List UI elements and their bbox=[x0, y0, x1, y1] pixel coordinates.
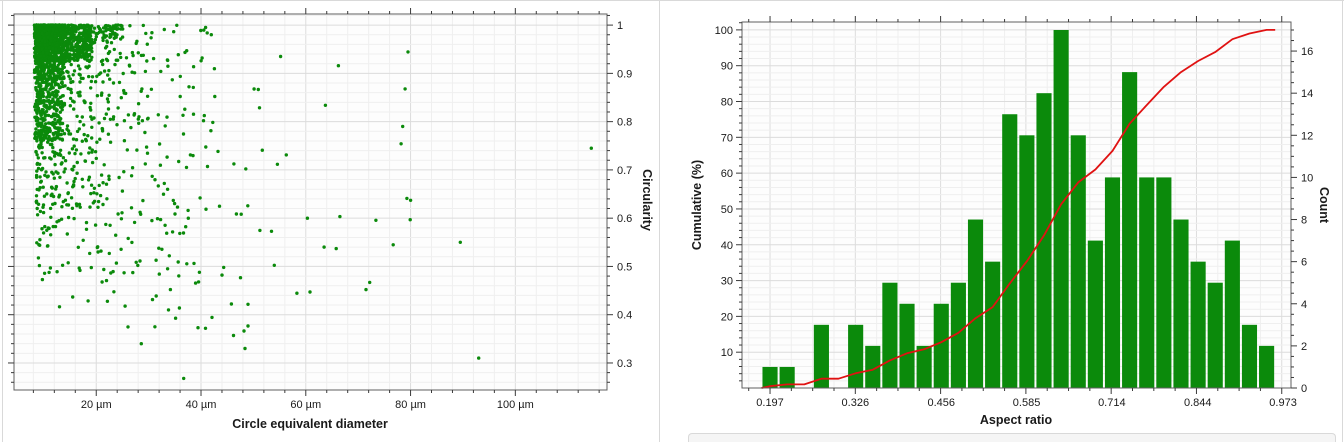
svg-text:10: 10 bbox=[1301, 172, 1313, 184]
svg-text:80 µm: 80 µm bbox=[395, 399, 426, 411]
svg-text:100: 100 bbox=[715, 25, 733, 37]
scatter-ticks bbox=[8, 8, 613, 396]
histogram-right-y-axis-title: Count bbox=[1317, 186, 1331, 224]
histogram-chart-panel: 0.197 0.326 0.456 0.585 0.714 0.844 0.973 10 20 3… bbox=[672, 0, 1344, 442]
svg-text:70: 70 bbox=[721, 132, 733, 144]
scatter-points bbox=[32, 23, 593, 381]
svg-text:0.9: 0.9 bbox=[617, 68, 632, 80]
histogram-plot-canvas[interactable]: 0.197 0.326 0.456 0.585 0.714 0.844 0.97310203… bbox=[672, 0, 1344, 442]
svg-text:20 µm: 20 µm bbox=[81, 399, 112, 411]
svg-text:2: 2 bbox=[1301, 341, 1307, 353]
svg-text:100 µm: 100 µm bbox=[497, 399, 534, 411]
scatter-plot-canvas[interactable]: 20 µm 40 µm 60 µm 80 µm 100 µm 1 0.9 0.8 0.7 0.6 0… bbox=[0, 0, 672, 442]
svg-text:20: 20 bbox=[721, 311, 733, 323]
scatter-y-axis-title: Circularity bbox=[640, 169, 654, 231]
scatter-gridlines bbox=[14, 14, 607, 390]
svg-text:60 µm: 60 µm bbox=[290, 399, 321, 411]
scatter-x-axis-title: Circle equivalent diameter bbox=[232, 417, 388, 431]
svg-text:50: 50 bbox=[721, 204, 733, 216]
svg-text:0.6: 0.6 bbox=[617, 213, 632, 225]
panel-separator bbox=[659, 0, 660, 442]
svg-text:0: 0 bbox=[1301, 383, 1307, 395]
svg-text:10: 10 bbox=[721, 347, 733, 359]
svg-text:40 µm: 40 µm bbox=[186, 399, 217, 411]
svg-text:40: 40 bbox=[721, 240, 733, 252]
svg-text:1: 1 bbox=[617, 20, 623, 32]
svg-text:0.4: 0.4 bbox=[617, 310, 632, 322]
svg-text:0.197: 0.197 bbox=[756, 397, 784, 409]
top-edge-border bbox=[0, 0, 1344, 1]
svg-text:30: 30 bbox=[721, 276, 733, 288]
svg-text:0.973: 0.973 bbox=[1269, 397, 1297, 409]
histogram-left-y-axis-title: Cumulative (%) bbox=[690, 159, 704, 251]
histogram-ticks bbox=[736, 16, 1297, 394]
svg-text:0.326: 0.326 bbox=[842, 397, 870, 409]
svg-text:0.714: 0.714 bbox=[1098, 397, 1126, 409]
svg-text:0.456: 0.456 bbox=[927, 397, 955, 409]
svg-text:12: 12 bbox=[1301, 130, 1313, 142]
cumulative-line bbox=[761, 28, 1276, 389]
svg-text:0.8: 0.8 bbox=[617, 117, 632, 129]
right-edge-border bbox=[1342, 0, 1343, 442]
svg-text:0.7: 0.7 bbox=[617, 165, 632, 177]
svg-text:0.844: 0.844 bbox=[1184, 397, 1212, 409]
svg-text:14: 14 bbox=[1301, 88, 1313, 100]
svg-text:80: 80 bbox=[721, 97, 733, 109]
svg-text:0.3: 0.3 bbox=[617, 358, 632, 370]
scatter-chart-panel: 20 µm 40 µm 60 µm 80 µm 100 µm 1 0.9 0.8 0.7 0.6 0… bbox=[0, 0, 672, 442]
svg-text:4: 4 bbox=[1301, 299, 1307, 311]
svg-text:90: 90 bbox=[721, 61, 733, 73]
histogram-bars bbox=[762, 30, 1275, 389]
histogram-x-axis-title: Aspect ratio bbox=[979, 413, 1053, 427]
svg-text:8: 8 bbox=[1301, 215, 1307, 227]
svg-text:16: 16 bbox=[1301, 46, 1313, 58]
svg-text:60: 60 bbox=[721, 168, 733, 180]
left-edge-border bbox=[2, 0, 3, 442]
svg-text:0.5: 0.5 bbox=[617, 261, 632, 273]
svg-text:0.585: 0.585 bbox=[1013, 397, 1041, 409]
svg-text:6: 6 bbox=[1301, 257, 1307, 269]
bottom-collapsed-panel-strip[interactable] bbox=[688, 433, 1336, 442]
